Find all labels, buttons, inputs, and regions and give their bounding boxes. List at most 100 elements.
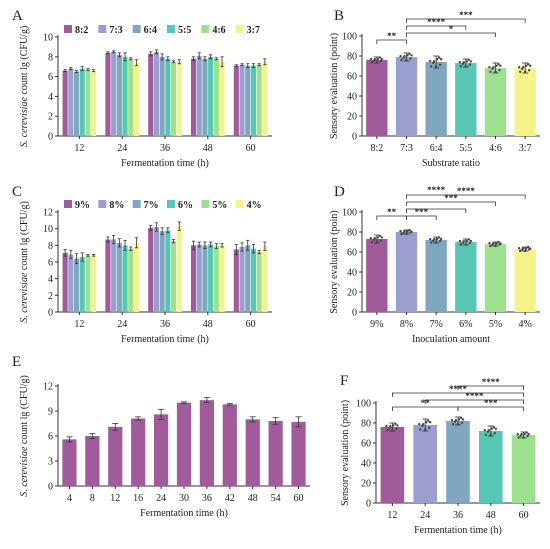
bar-C	[116, 242, 122, 312]
y-axis-label-E: S. cerevisiae count lg (CFU/g)	[19, 375, 30, 497]
data-point-B	[410, 54, 413, 57]
y-tick-label-A: 4	[48, 92, 53, 103]
data-point-F	[494, 427, 497, 430]
legend-label-C: 8%	[109, 200, 124, 211]
data-point-B	[437, 56, 441, 59]
data-point-F	[484, 433, 487, 436]
data-point-D	[408, 228, 411, 232]
data-point-B	[435, 58, 439, 61]
x-tick-label-E: 12	[110, 493, 120, 504]
data-point-D	[467, 238, 471, 241]
x-axis-label-A: Fermentation time (h)	[121, 158, 209, 169]
x-axis-label-B: Substrate ratio	[422, 158, 480, 169]
data-point-B	[497, 62, 500, 66]
data-point-F	[489, 433, 492, 436]
data-point-F	[492, 426, 495, 429]
bar-A	[116, 54, 122, 136]
x-tick-label-D: 6%	[459, 319, 472, 330]
bar-A	[68, 68, 74, 136]
data-point-B	[439, 58, 443, 61]
legend-label-C: 5%	[212, 200, 227, 211]
significance-label-B: ***	[459, 10, 473, 20]
bar-C	[250, 248, 257, 312]
data-point-B	[370, 61, 374, 64]
x-tick-label-A: 60	[246, 143, 256, 154]
y-tick-label-B: 100	[342, 32, 357, 43]
x-axis-label-D: Inoculation amount	[412, 334, 490, 345]
data-point-B	[378, 56, 382, 59]
bar-C	[122, 245, 128, 312]
data-point-B	[379, 59, 383, 63]
bar-C	[171, 241, 177, 312]
legend-swatch-C	[132, 200, 141, 208]
bar-A	[153, 51, 159, 136]
x-tick-label-E: 54	[271, 493, 281, 504]
data-point-D	[494, 244, 497, 248]
x-tick-label-E: 16	[133, 493, 143, 504]
bar-D	[484, 244, 507, 312]
bar-C	[262, 246, 268, 312]
data-point-B	[408, 52, 411, 55]
x-tick-label-C: 12	[74, 319, 84, 330]
legend-label-C: 4%	[247, 200, 262, 211]
data-point-D	[469, 239, 473, 243]
y-tick-label-E: 9	[48, 407, 53, 418]
x-tick-label-C: 48	[203, 319, 213, 330]
bar-C	[196, 244, 202, 312]
data-point-F	[460, 421, 464, 424]
data-point-B	[431, 61, 435, 64]
bar-C	[79, 257, 85, 312]
significance-bracket-F	[457, 385, 524, 390]
panel-F: F 0 20 40 60 80 100 Sensory evaluation (point) F…	[340, 373, 540, 536]
x-tick-label-E: 30	[179, 493, 189, 504]
data-point-F	[486, 430, 489, 433]
y-tick-label-A: 10	[43, 33, 53, 44]
y-tick-label-A: 0	[48, 132, 53, 143]
x-tick-label-B: 3:7	[519, 143, 532, 154]
data-point-F	[453, 420, 457, 423]
bar-A	[256, 64, 262, 136]
data-point-F	[421, 424, 424, 427]
significance-label-D: ****	[427, 185, 446, 195]
bar-A	[62, 70, 68, 136]
bar-A	[219, 61, 225, 136]
data-point-B	[528, 64, 532, 68]
x-tick-label-E: 42	[225, 493, 235, 504]
bar-C	[219, 245, 225, 312]
y-axis-label-D: Sensory evaluation (poin)	[329, 210, 340, 313]
x-axis-label-F: Fermentation time (h)	[414, 525, 502, 536]
data-point-D	[379, 239, 383, 242]
data-point-F	[385, 425, 388, 428]
data-point-B	[523, 70, 527, 74]
legend-swatch-C	[167, 200, 175, 208]
data-point-D	[376, 236, 380, 239]
data-point-D	[523, 249, 527, 253]
data-point-F	[451, 423, 455, 426]
bar-B	[395, 57, 418, 136]
data-point-F	[461, 418, 465, 421]
data-point-B	[429, 65, 433, 68]
bar-D	[455, 242, 477, 312]
data-point-D	[410, 230, 413, 233]
y-tick-label-A: 2	[48, 112, 53, 123]
legend-swatch-A	[167, 25, 175, 33]
data-point-F	[418, 423, 421, 426]
y-tick-label-F: 0	[366, 499, 371, 510]
x-tick-label-B: 7:3	[400, 143, 413, 154]
bar-E	[108, 426, 123, 486]
x-tick-label-D: 4%	[518, 319, 531, 330]
data-point-D	[369, 237, 373, 240]
bar-A	[262, 61, 268, 136]
bar-C	[190, 245, 197, 312]
data-point-D	[428, 238, 432, 241]
bar-C	[245, 245, 251, 312]
y-tick-label-D: 0	[352, 308, 357, 319]
bar-E	[268, 421, 283, 486]
bar-F	[446, 421, 470, 503]
data-point-B	[409, 57, 412, 60]
y-tick-label-E: 12	[43, 382, 53, 393]
data-point-F	[522, 436, 525, 439]
data-point-B	[464, 65, 468, 68]
